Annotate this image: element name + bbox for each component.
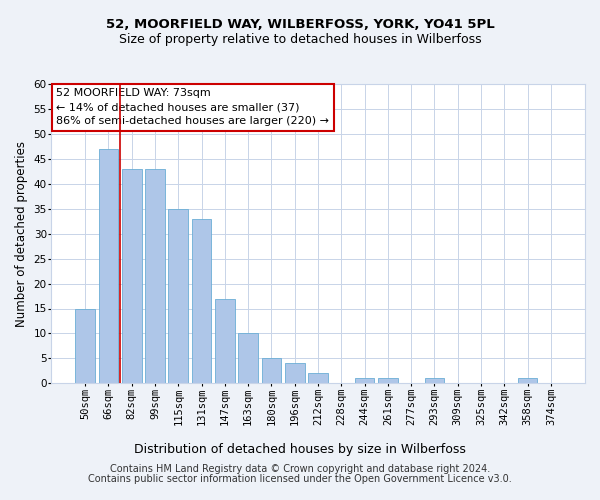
Bar bbox=[191, 218, 211, 384]
Text: 52, MOORFIELD WAY, WILBERFOSS, YORK, YO41 5PL: 52, MOORFIELD WAY, WILBERFOSS, YORK, YO4… bbox=[106, 18, 494, 30]
Bar bbox=[378, 378, 398, 384]
Bar bbox=[355, 378, 374, 384]
Bar bbox=[75, 308, 95, 384]
Bar bbox=[425, 378, 445, 384]
Text: Contains HM Land Registry data © Crown copyright and database right 2024.: Contains HM Land Registry data © Crown c… bbox=[110, 464, 490, 474]
Bar bbox=[122, 169, 142, 384]
Text: Size of property relative to detached houses in Wilberfoss: Size of property relative to detached ho… bbox=[119, 32, 481, 46]
Bar bbox=[98, 149, 118, 384]
Bar bbox=[262, 358, 281, 384]
Bar bbox=[215, 298, 235, 384]
Bar bbox=[308, 374, 328, 384]
Bar bbox=[238, 334, 258, 384]
Y-axis label: Number of detached properties: Number of detached properties bbox=[15, 140, 28, 326]
Bar bbox=[518, 378, 538, 384]
Text: Distribution of detached houses by size in Wilberfoss: Distribution of detached houses by size … bbox=[134, 442, 466, 456]
Bar bbox=[145, 169, 165, 384]
Bar bbox=[285, 364, 305, 384]
Bar bbox=[169, 208, 188, 384]
Text: 52 MOORFIELD WAY: 73sqm
← 14% of detached houses are smaller (37)
86% of semi-de: 52 MOORFIELD WAY: 73sqm ← 14% of detache… bbox=[56, 88, 329, 126]
Text: Contains public sector information licensed under the Open Government Licence v3: Contains public sector information licen… bbox=[88, 474, 512, 484]
